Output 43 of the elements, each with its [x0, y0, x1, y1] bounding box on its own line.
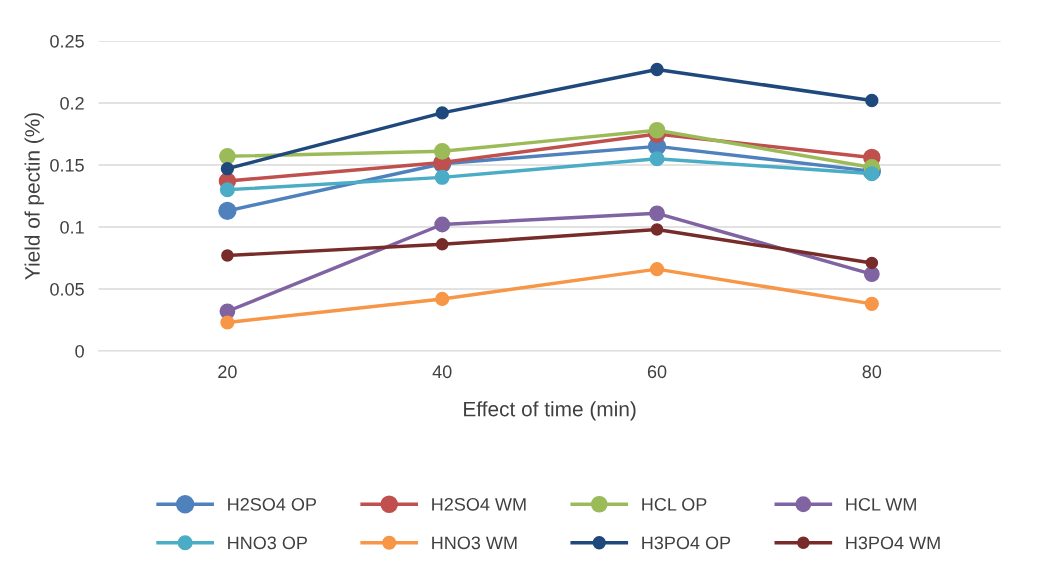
point [433, 142, 451, 160]
point [434, 216, 451, 233]
legend-label: HCL OP [642, 497, 707, 511]
point [649, 151, 665, 167]
legend-label: HCL WM [846, 497, 916, 511]
point [863, 266, 880, 283]
legend-label: H2SO4 WM [432, 497, 526, 511]
legend-label: HNO3 WM [432, 536, 517, 550]
legend-label: H3PO4 OP [642, 536, 731, 550]
x-tick-label: 80 [862, 365, 882, 379]
y-tick-label: 0.05 [50, 282, 84, 296]
point [219, 182, 235, 198]
point [221, 249, 234, 262]
legend-label: H3PO4 WM [846, 536, 940, 550]
point [218, 201, 237, 221]
point [864, 296, 879, 311]
y-tick-label: 0.2 [60, 96, 84, 110]
point [649, 262, 665, 277]
point [650, 62, 664, 77]
y-axis-title: Yield of pectin (%) [24, 113, 44, 280]
point [435, 238, 449, 251]
y-tick-label: 0.25 [50, 34, 84, 48]
x-tick-label: 60 [647, 365, 667, 379]
point [219, 147, 236, 165]
x-tick-label: 20 [218, 365, 237, 379]
y-tick-label: 0.1 [60, 220, 84, 234]
point [435, 106, 449, 120]
legend-label: HNO3 OP [228, 536, 307, 550]
point [649, 205, 665, 222]
y-tick-label: 0 [75, 344, 84, 358]
point [650, 223, 664, 236]
point [865, 93, 879, 108]
point [648, 121, 666, 139]
point [434, 169, 450, 185]
y-tick-label: 0.15 [50, 158, 84, 172]
legend-label: H2SO4 OP [228, 497, 317, 511]
point [220, 315, 235, 330]
x-tick-label: 40 [432, 365, 452, 379]
point [865, 256, 879, 270]
point [864, 166, 880, 182]
point [220, 162, 235, 176]
point [435, 291, 450, 306]
x-axis-title: Effect of time (min) [464, 401, 636, 421]
